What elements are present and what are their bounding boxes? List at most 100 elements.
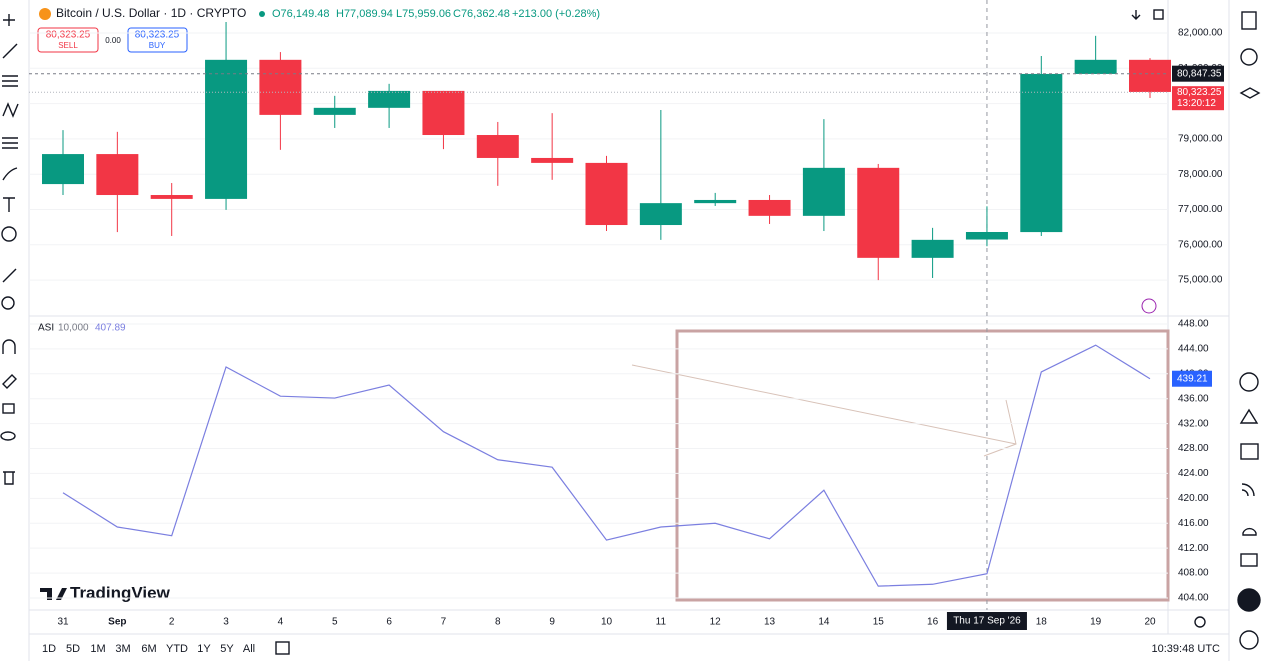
visibility-tool[interactable] — [0, 431, 16, 441]
candle-body — [802, 167, 845, 216]
y-tick-label: 404.00 — [1178, 593, 1209, 604]
download-button[interactable] — [1131, 10, 1141, 20]
candle-body — [531, 157, 574, 163]
candle-body — [476, 135, 519, 158]
calendar-button[interactable] — [1240, 443, 1259, 460]
logo-text: TradingView — [70, 583, 171, 602]
y-tick-label: 76,000.00 — [1178, 239, 1223, 250]
candle-body — [748, 199, 791, 216]
candle-body — [42, 154, 84, 185]
x-tick-label: 19 — [1090, 617, 1102, 628]
magnet-tool[interactable] — [2, 339, 16, 354]
indicator-last-label: 439.21 — [1177, 373, 1208, 384]
x-tick-label: 7 — [441, 617, 447, 628]
brush-tool[interactable] — [2, 167, 18, 181]
y-tick-label: 408.00 — [1178, 568, 1209, 579]
buy-label: BUY — [149, 41, 166, 50]
axis-settings[interactable] — [1194, 616, 1206, 628]
y-tick-label: 424.00 — [1178, 468, 1209, 479]
x-tick-label: 15 — [873, 617, 885, 628]
ohlc-close: C76,362.48 — [453, 8, 510, 20]
forecast-tool[interactable] — [2, 137, 18, 149]
timeframe-button[interactable]: 1Y — [197, 643, 211, 655]
event-icon — [1141, 298, 1157, 314]
emoji-tool[interactable] — [1, 226, 17, 242]
sell-button[interactable] — [37, 27, 99, 53]
candle-body — [259, 59, 302, 115]
x-tick-label: 31 — [57, 617, 69, 628]
y-tick-label: 79,000.00 — [1178, 134, 1223, 145]
candle-body — [205, 59, 248, 199]
timeframe-button[interactable]: 6M — [141, 643, 156, 655]
candle-body — [150, 195, 193, 199]
bid-price-label: 80,323.25 — [1177, 87, 1222, 98]
candle-body — [313, 107, 356, 115]
left-toolbar — [0, 14, 19, 485]
candle-body — [857, 167, 900, 258]
timeframe-button[interactable]: YTD — [166, 643, 188, 655]
help-button[interactable] — [1239, 630, 1259, 650]
candle-body — [1074, 59, 1117, 74]
pattern-tool[interactable] — [2, 102, 19, 118]
symbol-title[interactable]: Bitcoin / U.S. Dollar · 1D · CRYPTO — [56, 6, 246, 20]
trendline-tool[interactable] — [2, 43, 18, 59]
text-tool[interactable] — [3, 197, 15, 212]
candle-body — [965, 231, 1008, 240]
buy-button[interactable] — [127, 27, 188, 53]
x-tick-label: 10 — [601, 617, 613, 628]
clock: 10:39:48 UTC — [1152, 643, 1221, 655]
indicator-name: ASI — [38, 323, 54, 334]
timeframe-button[interactable]: 1M — [90, 643, 105, 655]
delete-tool[interactable] — [3, 471, 15, 485]
x-tick-label: 18 — [1036, 617, 1048, 628]
bitcoin-icon — [39, 8, 51, 20]
spread: 0.00 — [105, 36, 121, 45]
indicator-value: 407.89 — [95, 323, 126, 334]
market-status — [259, 11, 265, 17]
logo-mark — [40, 588, 67, 600]
news-button[interactable] — [1241, 483, 1255, 497]
fib-tool[interactable] — [2, 75, 18, 87]
timeframe-button[interactable]: 1D — [42, 643, 56, 655]
sell-price: 80,323.25 — [46, 30, 91, 41]
timeframe-button[interactable]: 5D — [66, 643, 80, 655]
right-sidebar — [1237, 11, 1261, 650]
zoom-tool[interactable] — [1, 296, 15, 310]
candle-body — [368, 90, 411, 108]
y-tick-label: 448.00 — [1178, 319, 1209, 330]
notifications-button[interactable] — [1242, 527, 1257, 536]
x-tick-label: 6 — [386, 617, 392, 628]
y-tick-label: 444.00 — [1178, 344, 1209, 355]
timeframe-button[interactable]: 5Y — [220, 643, 234, 655]
lock-draw-tool[interactable] — [2, 374, 17, 389]
ideas-button[interactable] — [1239, 408, 1259, 424]
alerts-button[interactable] — [1240, 48, 1258, 66]
candle-body — [96, 154, 139, 196]
tech-button[interactable] — [1239, 372, 1259, 392]
x-tick-label: 16 — [927, 617, 939, 628]
fullscreen-button[interactable] — [1153, 9, 1164, 20]
x-tick-label: 11 — [656, 617, 667, 628]
timeframe-button[interactable]: All — [243, 643, 255, 655]
chat-button[interactable] — [1240, 553, 1258, 567]
watchlist-button[interactable] — [1241, 11, 1257, 30]
timeframe-button[interactable]: 3M — [115, 643, 130, 655]
x-tick-label: 20 — [1144, 617, 1156, 628]
candle-body — [911, 239, 954, 258]
ruler-tool[interactable] — [2, 268, 17, 283]
ohlc-low: L75,959.06 — [396, 8, 451, 20]
x-tick-label: 13 — [764, 617, 776, 628]
x-tick-label: 9 — [549, 617, 555, 628]
indicator-param: 10,000 — [58, 323, 89, 334]
crosshair-tool[interactable] — [3, 14, 15, 26]
y-tick-label: 412.00 — [1178, 543, 1209, 554]
apps-button[interactable] — [1237, 588, 1261, 612]
candle-body — [639, 203, 682, 226]
lock-tool[interactable] — [2, 403, 15, 414]
y-tick-label: 75,000.00 — [1178, 275, 1223, 286]
x-tick-label: Sep — [108, 617, 126, 628]
date-range-button[interactable] — [275, 641, 290, 655]
x-tick-label: 2 — [169, 617, 175, 628]
layers-button[interactable] — [1239, 87, 1261, 99]
